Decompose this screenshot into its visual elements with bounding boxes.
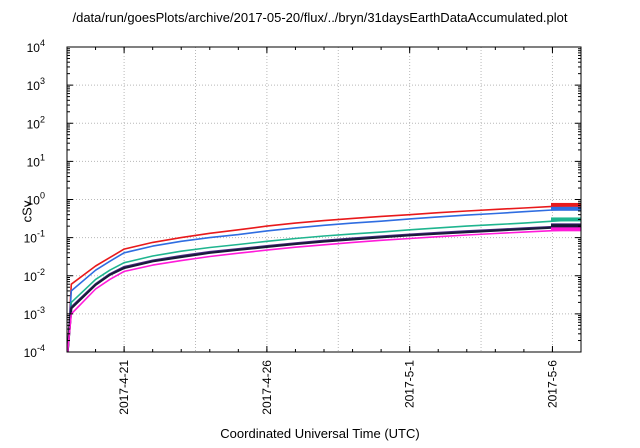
series-end-marker [551, 224, 581, 229]
x-axis-label: Coordinated Universal Time (UTC) [220, 426, 420, 441]
y-tick-label: 100 [27, 191, 45, 208]
series-end-marker [551, 227, 581, 232]
series-line [66, 208, 582, 353]
y-tick-label: 10-1 [24, 229, 45, 246]
chart-title: /data/run/goesPlots/archive/2017-05-20/f… [72, 10, 568, 25]
y-tick-label: 102 [27, 114, 45, 131]
y-tick-label: 104 [27, 38, 45, 55]
series-end-marker [551, 217, 581, 222]
x-tick-label: 2017-5-6 [545, 360, 559, 408]
series-end-marker [551, 202, 581, 207]
y-axis-label: cSv [19, 200, 35, 223]
series-line [66, 228, 582, 353]
x-tick-label: 2017-5-1 [403, 360, 417, 408]
x-tick-label: 2017-4-21 [117, 360, 131, 415]
series-line [66, 204, 582, 353]
series-end-marker [551, 206, 581, 211]
y-tick-label: 101 [27, 152, 45, 169]
x-tick-label: 2017-4-26 [260, 360, 274, 415]
y-tick-label: 10-4 [24, 343, 45, 360]
series-line [66, 218, 582, 353]
plot-frame [66, 46, 582, 353]
series-line [66, 225, 582, 353]
y-tick-label: 10-2 [24, 267, 45, 284]
y-tick-label: 103 [27, 76, 45, 93]
y-tick-label: 10-3 [24, 305, 45, 322]
